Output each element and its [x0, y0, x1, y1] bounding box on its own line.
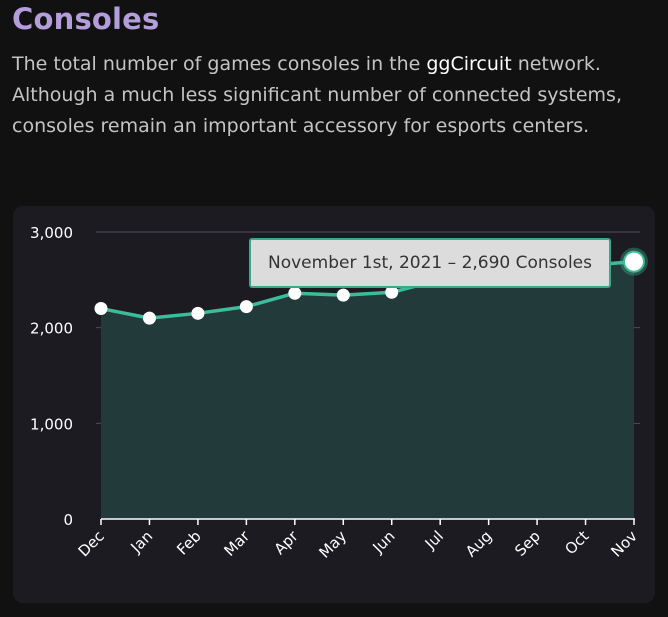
- y-tick-label: 0: [63, 511, 73, 529]
- page-title: Consoles: [12, 2, 160, 36]
- data-point[interactable]: [94, 302, 108, 316]
- data-point[interactable]: [288, 286, 302, 300]
- x-tick-label: Aug: [462, 527, 495, 560]
- description: The total number of games consoles in th…: [12, 49, 652, 142]
- data-point[interactable]: [239, 300, 253, 314]
- area-layer: [100, 259, 635, 519]
- tooltip-unit: Consoles: [515, 253, 592, 273]
- data-point[interactable]: [336, 288, 350, 302]
- x-tick-label: Oct: [561, 527, 592, 558]
- description-text-start: The total number of games consoles in th…: [12, 53, 427, 75]
- y-tick-label: 3,000: [30, 224, 73, 242]
- chart-tooltip: November 1st, 2021 – 2,690 Consoles: [249, 238, 611, 288]
- x-tick-label: May: [315, 527, 350, 562]
- data-point[interactable]: [142, 311, 156, 325]
- x-tick-label: Apr: [271, 527, 303, 559]
- x-tick-label: Nov: [607, 527, 641, 561]
- data-point[interactable]: [191, 306, 205, 320]
- x-tick-label: Jan: [126, 527, 156, 557]
- network-name: ggCircuit: [426, 53, 512, 75]
- y-tick-label: 2,000: [30, 320, 73, 338]
- x-tick-label: Sep: [511, 527, 544, 560]
- tooltip-value: 2,690: [461, 253, 511, 273]
- x-tick-label: Jul: [421, 527, 447, 553]
- x-tick-label: Feb: [173, 527, 205, 559]
- description-text-end: network. Although a much less significan…: [12, 53, 622, 137]
- data-point[interactable]: [385, 285, 399, 299]
- tooltip-date: November 1st, 2021: [268, 253, 443, 273]
- x-tick-label: Dec: [75, 527, 108, 560]
- tooltip-separator: –: [447, 253, 457, 273]
- x-tick-label: Mar: [220, 527, 253, 560]
- data-point[interactable]: [623, 250, 645, 273]
- y-tick-label: 1,000: [30, 415, 73, 433]
- x-tick-label: Jun: [369, 527, 399, 557]
- area-fill: [101, 261, 634, 519]
